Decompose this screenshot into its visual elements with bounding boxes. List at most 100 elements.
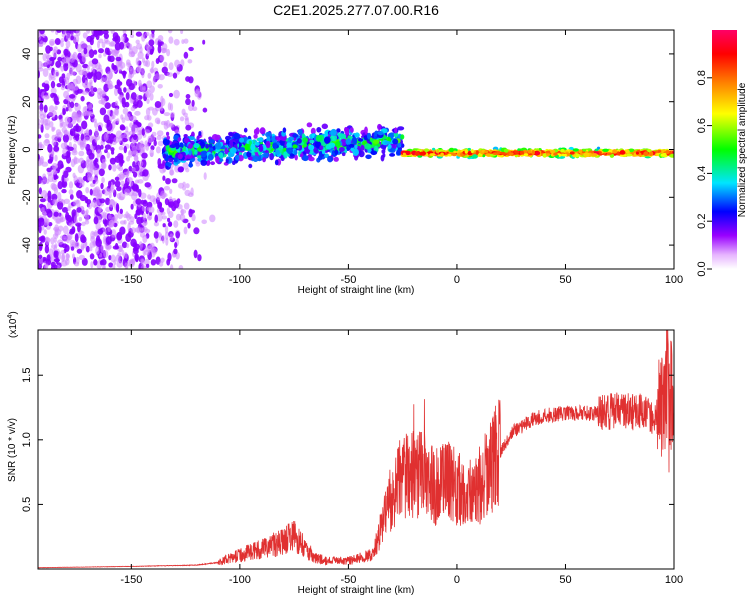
spectrogram-cell [43,94,50,100]
spectrogram-xtick-label: 50 [559,274,571,286]
spectrogram-cell [90,261,94,269]
spectrogram-cell [98,48,104,54]
spectrogram-cell [183,38,189,44]
spectrogram-cell [612,149,617,154]
spectrogram-cell [73,175,78,184]
spectrogram-cell [82,32,88,39]
spectrogram-cell [545,153,551,156]
spectrogram-cell [47,190,52,199]
spectrogram-cell [321,123,328,130]
spectrogram-cell [60,249,65,255]
spectrogram-cell [286,142,292,149]
spectrogram-cell [380,154,385,162]
spectrogram-cell [205,143,210,149]
spectrogram-cell [89,188,93,196]
spectrogram-cell [47,143,53,153]
spectrogram-cell [133,243,140,250]
spectrogram-cell [149,152,154,157]
spectrogram-cell [185,183,190,189]
spectrogram-cell [103,33,109,39]
spectrogram-cell [98,126,103,132]
spectrogram-cell [299,153,304,158]
spectrogram-cell [77,224,81,233]
spectrogram-cell [78,157,85,164]
spectrogram-cell [114,155,122,163]
spectrogram-cell [54,154,58,162]
spectrogram-cell [125,41,129,47]
spectrogram-cell [130,227,136,234]
spectrogram-cell [160,190,166,199]
spectrogram-cell [187,222,191,229]
spectrogram-cell [309,139,315,144]
spectrogram-cell [624,149,630,154]
spectrogram-cell [400,143,405,148]
spectrogram-xtick-label: -50 [340,274,356,286]
spectrogram-cell [68,189,74,195]
snr-yscale-base: (x10 [8,318,19,338]
spectrogram-cell [275,149,280,155]
spectrogram-cell [111,187,115,193]
spectrogram-cell [82,176,88,181]
spectrogram-cell [87,176,93,182]
spectrogram-cell [535,151,541,155]
spectrogram-cell [572,148,580,152]
spectrogram-cell [95,246,100,255]
spectrogram-cell [91,118,97,123]
spectrogram-cell [40,179,46,185]
spectrogram-cell [180,30,184,34]
spectrogram-cell [128,165,133,172]
snr-yscale-exp: 4 [7,315,14,319]
spectrogram-cell [88,129,93,136]
spectrogram-cell [447,153,452,157]
spectrogram-cell [57,201,64,210]
spectrogram-cell [147,122,154,128]
spectrogram-cell [88,49,95,59]
spectrogram-cell [139,46,143,54]
spectrogram-cell [188,46,194,52]
spectrogram-cell [228,132,235,137]
spectrogram-cell [99,144,104,150]
spectrogram-cell [112,64,117,71]
spectrogram-cell [177,137,182,142]
spectrogram-cell [244,143,249,151]
spectrogram-cell [492,152,498,156]
spectrogram-cell [141,152,148,159]
spectrogram-cell [62,107,66,116]
spectrogram-cell [262,156,266,163]
spectrogram-cell [98,168,105,177]
spectrogram-cell [50,261,56,267]
spectrogram-cell [44,83,49,92]
spectrogram-cell [569,151,575,155]
spectrogram-cell [134,110,141,116]
spectrogram-cell [149,195,156,203]
spectrogram-cell [553,152,558,156]
spectrogram-cell [283,147,287,153]
spectrogram-ytick-label: 0 [21,146,33,152]
spectrogram-cell [55,60,62,68]
spectrogram-xtick-label: 100 [665,274,683,286]
spectrogram-cell [90,30,94,35]
spectrogram-cell [124,113,131,121]
spectrogram-cell [254,141,260,146]
spectrogram-cell [89,253,95,260]
spectrogram-cell [63,76,70,85]
spectrogram-cell [43,139,50,147]
colorbar-tick-label: 0.8 [696,70,708,85]
spectrogram-cell [136,99,143,108]
spectrogram-cell [171,178,178,184]
spectrogram-cell [338,133,345,139]
spectrogram-cell [423,148,430,153]
spectrogram-cell [100,77,106,83]
spectrogram-cell [154,214,158,223]
spectrogram-cell [319,145,324,151]
spectrogram-cell [57,239,64,245]
spectrogram-cell [145,90,149,98]
spectrogram-cell [665,150,670,154]
spectrogram-cell [131,124,139,134]
spectrogram-cell [65,107,69,112]
spectrogram-cell [101,158,107,163]
spectrogram-cell [351,137,358,145]
spectrogram-cell [484,150,489,154]
spectrogram-cell [200,159,207,166]
